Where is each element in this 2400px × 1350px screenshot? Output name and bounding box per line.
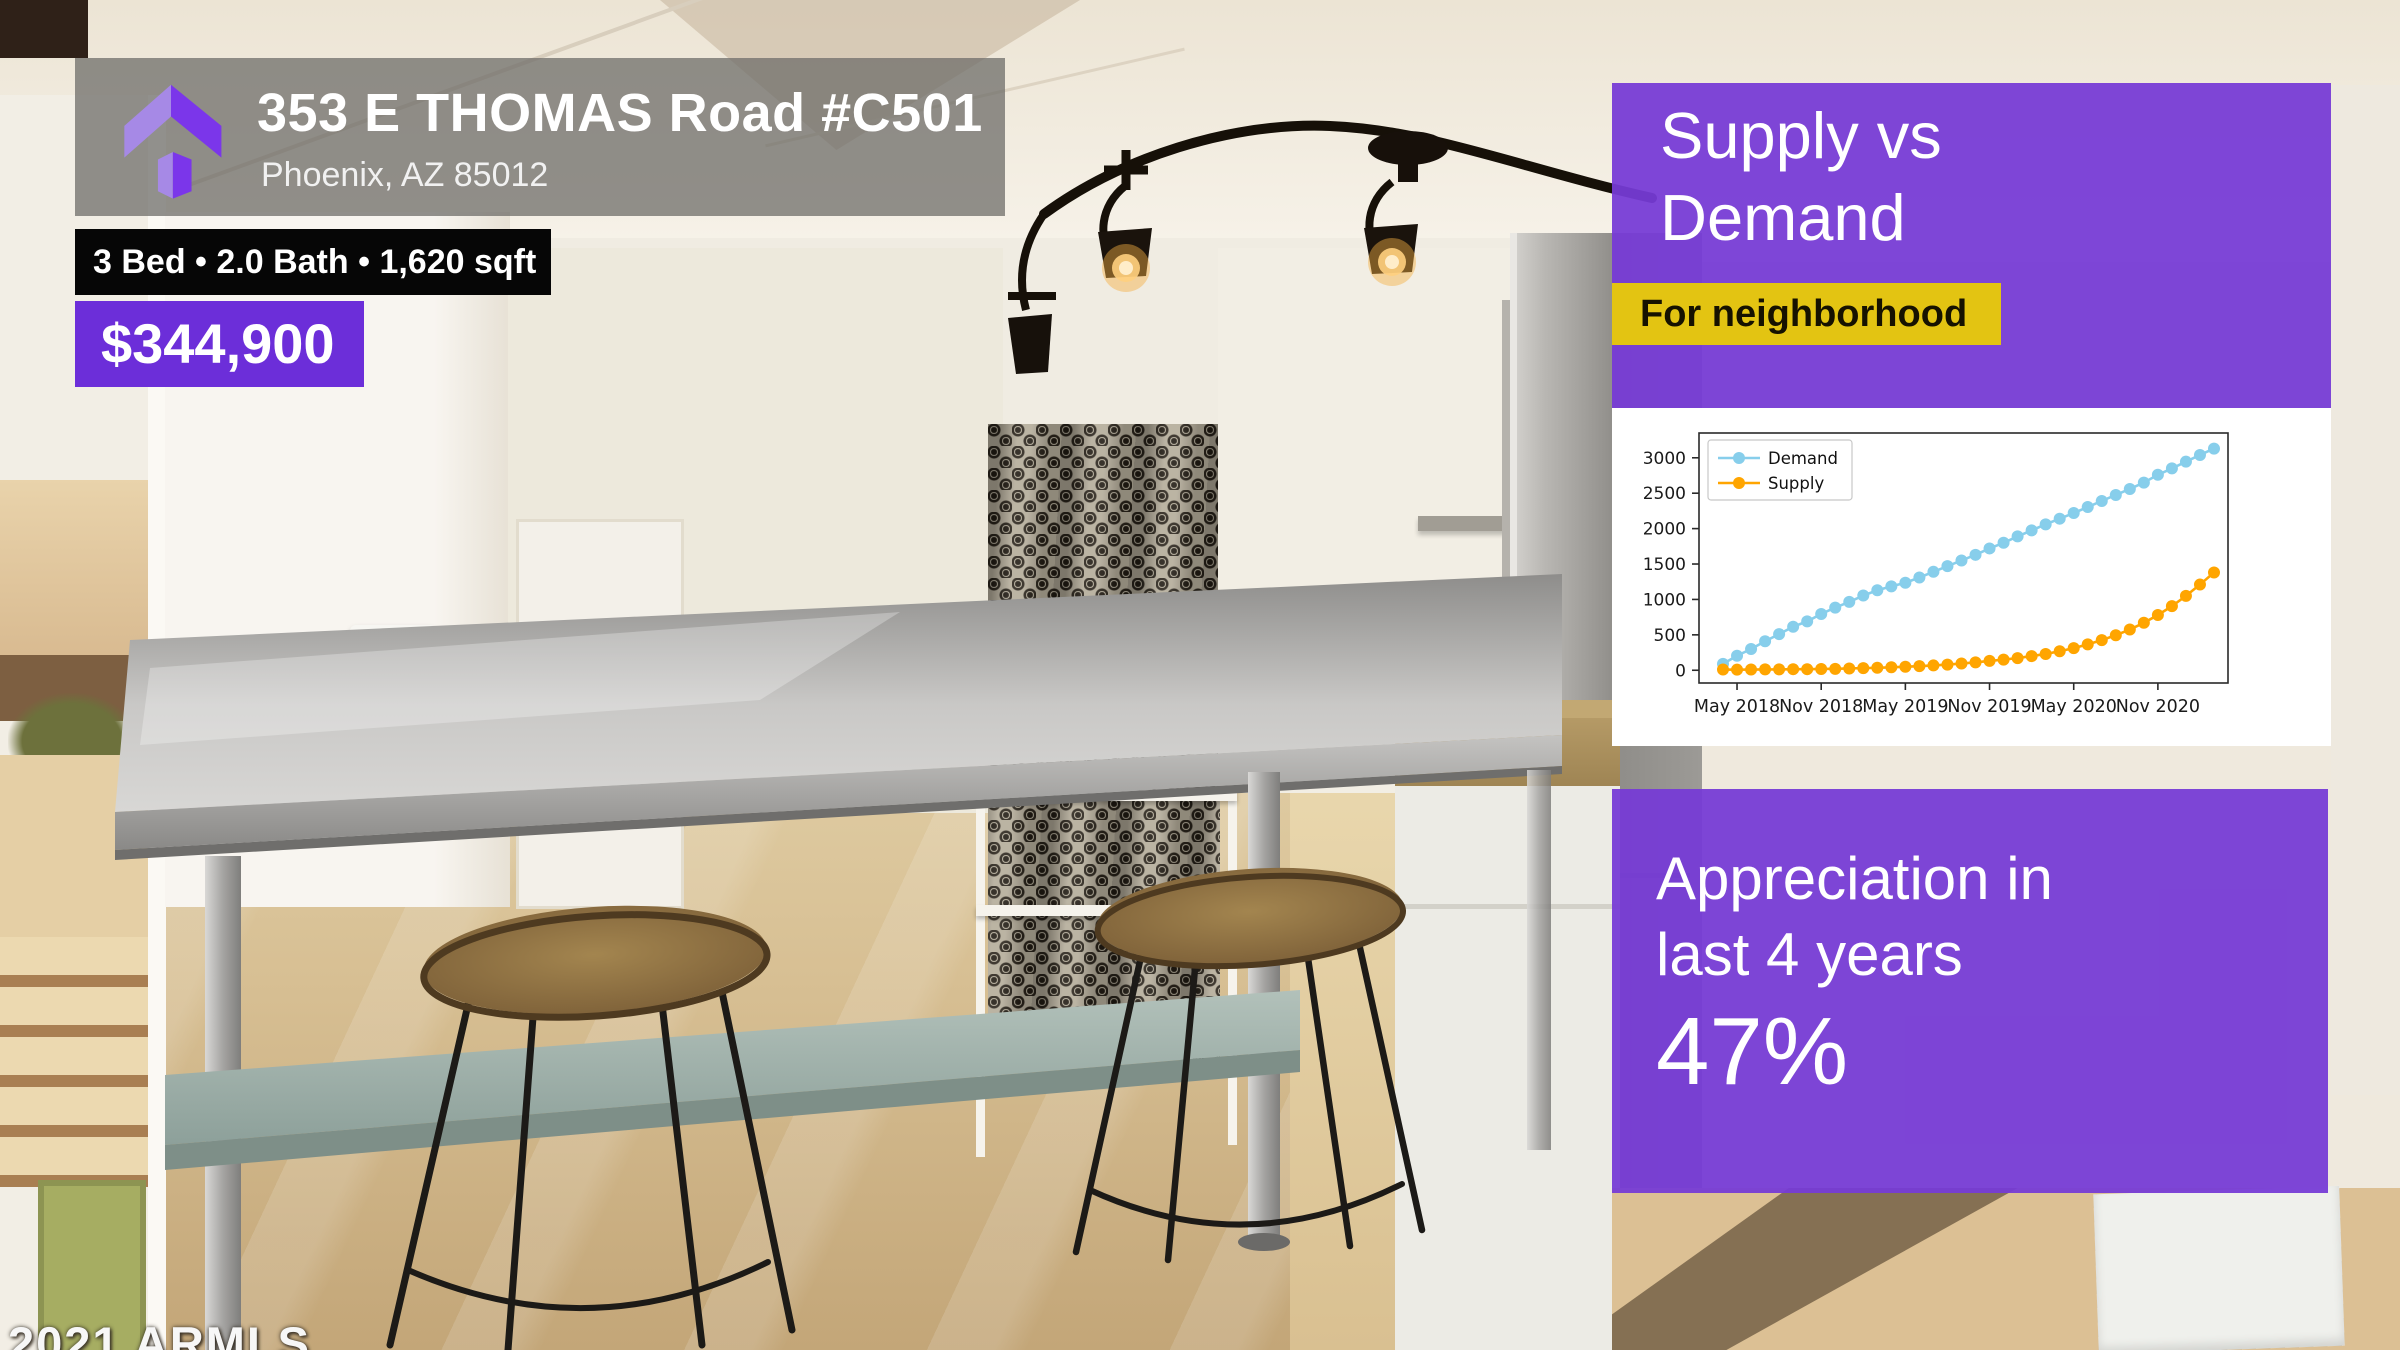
svg-text:Nov 2020: Nov 2020 — [2116, 697, 2200, 717]
property-city: Phoenix, AZ 85012 — [261, 156, 549, 194]
wire-shelf-rail — [976, 652, 985, 1157]
bar-stool — [386, 905, 796, 1350]
supply-demand-chart-card: 0 500 1000 1500 2000 2500 3000 May 2018 Nov 2018… — [1612, 408, 2331, 746]
dark-corner — [0, 0, 88, 58]
shelf-post — [1502, 300, 1510, 845]
svg-text:Supply: Supply — [1768, 474, 1824, 493]
svg-text:1000: 1000 — [1643, 590, 1686, 610]
svg-text:1500: 1500 — [1643, 555, 1686, 575]
appreciation-value: 47% — [1656, 998, 1849, 1105]
svg-text:2500: 2500 — [1643, 484, 1686, 504]
svg-text:500: 500 — [1654, 626, 1686, 646]
balcony-view — [0, 480, 150, 675]
svg-text:2000: 2000 — [1643, 520, 1686, 540]
svg-text:May 2019: May 2019 — [1862, 697, 1948, 717]
property-specs-banner: 3 Bed • 2.0 Bath • 1,620 sqft — [75, 229, 551, 295]
svg-text:Nov 2018: Nov 2018 — [1779, 697, 1863, 717]
mls-watermark: 2021 ARMLS — [8, 1317, 311, 1350]
supply-demand-title: Supply vs Demand — [1660, 95, 1942, 259]
appreciation-line2: last 4 years — [1656, 921, 1963, 988]
svg-text:Demand: Demand — [1768, 449, 1838, 468]
brand-logo-icon — [124, 84, 222, 199]
supply-demand-title-line1: Supply vs — [1660, 99, 1942, 172]
svg-text:Nov 2019: Nov 2019 — [1947, 697, 2031, 717]
balcony-green-door — [38, 1180, 146, 1350]
svg-text:3000: 3000 — [1643, 449, 1686, 469]
supply-demand-panel: Supply vs Demand For neighborhood — [1612, 83, 2331, 408]
property-address: 353 E THOMAS Road #C501 — [257, 83, 983, 143]
svg-text:0: 0 — [1675, 661, 1686, 681]
track-light — [1008, 120, 1657, 374]
balcony-railing — [0, 937, 150, 1187]
neighborhood-tag: For neighborhood — [1612, 283, 2002, 345]
white-cabinet — [1395, 786, 1620, 1350]
floating-shelf — [1418, 516, 1524, 531]
property-price-banner: $344,900 — [75, 301, 364, 387]
supply-demand-title-line2: Demand — [1660, 181, 1906, 254]
address-banner: 353 E THOMAS Road #C501 Phoenix, AZ 8501… — [75, 58, 1005, 216]
bar-stool — [1072, 867, 1426, 1264]
appreciation-panel: Appreciation in last 4 years 47% — [1612, 789, 2328, 1193]
steel-prep-table — [115, 574, 1562, 1350]
svg-text:May 2020: May 2020 — [2031, 697, 2117, 717]
svg-text:May 2018: May 2018 — [1694, 697, 1780, 717]
kitchen-wall — [2331, 85, 2400, 1095]
appreciation-line1: Appreciation in — [1656, 845, 2053, 912]
